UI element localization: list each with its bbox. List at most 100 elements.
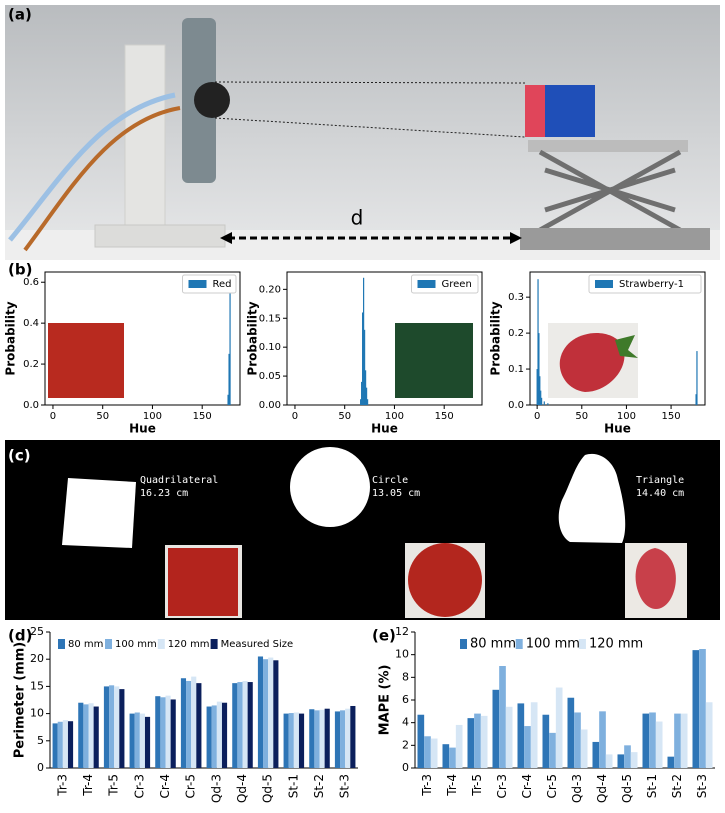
y-axis-label: Probability	[246, 301, 260, 375]
bar	[114, 686, 120, 768]
bar	[52, 723, 58, 768]
y-tick-label: 25	[30, 625, 44, 638]
legend-label: Green	[442, 279, 472, 290]
x-tick-label: St-2	[312, 774, 326, 798]
histogram-bar	[361, 381, 363, 405]
bar	[517, 703, 525, 768]
bar	[191, 676, 197, 768]
x-tick-label: 150	[435, 411, 454, 422]
bar	[499, 666, 506, 768]
y-tick-label: 0.00	[259, 400, 281, 411]
y-tick-label: 0.20	[259, 284, 281, 295]
bar	[455, 724, 463, 768]
jack-base	[520, 228, 710, 250]
cube-red	[525, 85, 545, 137]
y-tick-label: 0.4	[23, 318, 39, 329]
x-tick-label: Cr-5	[545, 774, 559, 799]
jack	[538, 149, 682, 233]
bar	[93, 706, 99, 768]
bar	[211, 705, 217, 768]
bar	[345, 708, 351, 768]
photo-panel: d (a)	[5, 5, 720, 260]
x-tick-label: 50	[96, 411, 109, 422]
bar	[430, 738, 438, 768]
panel-label: (c)	[8, 447, 31, 465]
legend-swatch	[188, 280, 207, 288]
legend-swatch	[595, 280, 613, 288]
bar	[62, 720, 68, 768]
y-tick-label: 0	[402, 761, 409, 774]
bar	[567, 697, 575, 768]
x-tick-label: 100	[385, 411, 404, 422]
inset-image	[48, 323, 124, 398]
x-tick-label: Qd-3	[570, 774, 584, 803]
plot-frame	[286, 271, 483, 406]
bar	[692, 650, 700, 768]
y-tick-label: 0.2	[23, 359, 39, 370]
shape-size: 14.40 cm	[636, 488, 684, 499]
y-tick-label: 12	[395, 625, 409, 638]
bar	[139, 713, 145, 768]
bar	[324, 708, 330, 768]
x-tick-label: St-3	[338, 774, 352, 798]
y-tick-label: 0.05	[259, 371, 281, 382]
circle-mask	[290, 447, 370, 527]
panel-label: (d)	[8, 627, 32, 645]
x-tick-label: 100	[617, 411, 636, 422]
y-tick-label: 0.15	[259, 313, 281, 324]
bar	[667, 756, 675, 768]
bar	[442, 744, 450, 768]
bar	[630, 752, 638, 768]
bar	[206, 706, 212, 768]
shape-size: 13.05 cm	[372, 488, 420, 499]
shape-name: Circle	[372, 475, 408, 486]
bar	[247, 682, 253, 768]
x-tick-label: St-1	[286, 774, 300, 798]
x-axis-label: Hue	[129, 422, 156, 436]
bar	[319, 709, 325, 768]
bar	[605, 754, 613, 768]
bar	[340, 710, 346, 768]
bar	[467, 718, 475, 768]
bar	[705, 702, 713, 768]
y-tick-label: 0.2	[508, 328, 524, 339]
bar	[474, 713, 481, 768]
legend-swatch	[460, 639, 467, 649]
y-tick-label: 4	[402, 716, 409, 729]
cables	[8, 92, 176, 242]
y-tick-label: 0.0	[23, 400, 39, 411]
bar	[257, 656, 264, 768]
bar	[232, 683, 238, 768]
x-tick-label: Tr-5	[107, 774, 121, 797]
bar	[83, 704, 89, 768]
legend-label: Red	[213, 279, 232, 290]
bar	[273, 660, 279, 768]
x-tick-label: 150	[193, 411, 212, 422]
bar	[109, 685, 115, 768]
bar	[283, 713, 289, 768]
histogram-bar	[363, 277, 365, 405]
histogram-bar	[364, 370, 367, 405]
bar	[417, 714, 425, 768]
y-tick-label: 5	[37, 734, 44, 747]
bar	[674, 713, 681, 768]
inset-strawberry	[559, 333, 625, 392]
histogram-bar	[362, 312, 364, 405]
x-tick-label: St-2	[670, 774, 684, 798]
histogram-bar	[538, 333, 540, 405]
x-tick-label: Cr-4	[520, 774, 534, 799]
x-tick-label: 0	[534, 411, 540, 422]
quadrilateral-mask	[62, 478, 136, 548]
panel-label: (b)	[8, 261, 32, 279]
bar	[268, 657, 274, 768]
bar	[549, 732, 556, 768]
y-axis-label: Perimeter (mm)	[13, 642, 28, 759]
legend-label: 100 mm	[115, 639, 157, 650]
legend-label: 80 mm	[68, 639, 103, 650]
x-tick-label: Tr-3	[55, 774, 69, 797]
x-tick-label: Tr-5	[470, 774, 484, 797]
x-tick-label: Cr-3	[495, 774, 509, 799]
bar	[599, 711, 606, 768]
cables	[23, 106, 181, 252]
